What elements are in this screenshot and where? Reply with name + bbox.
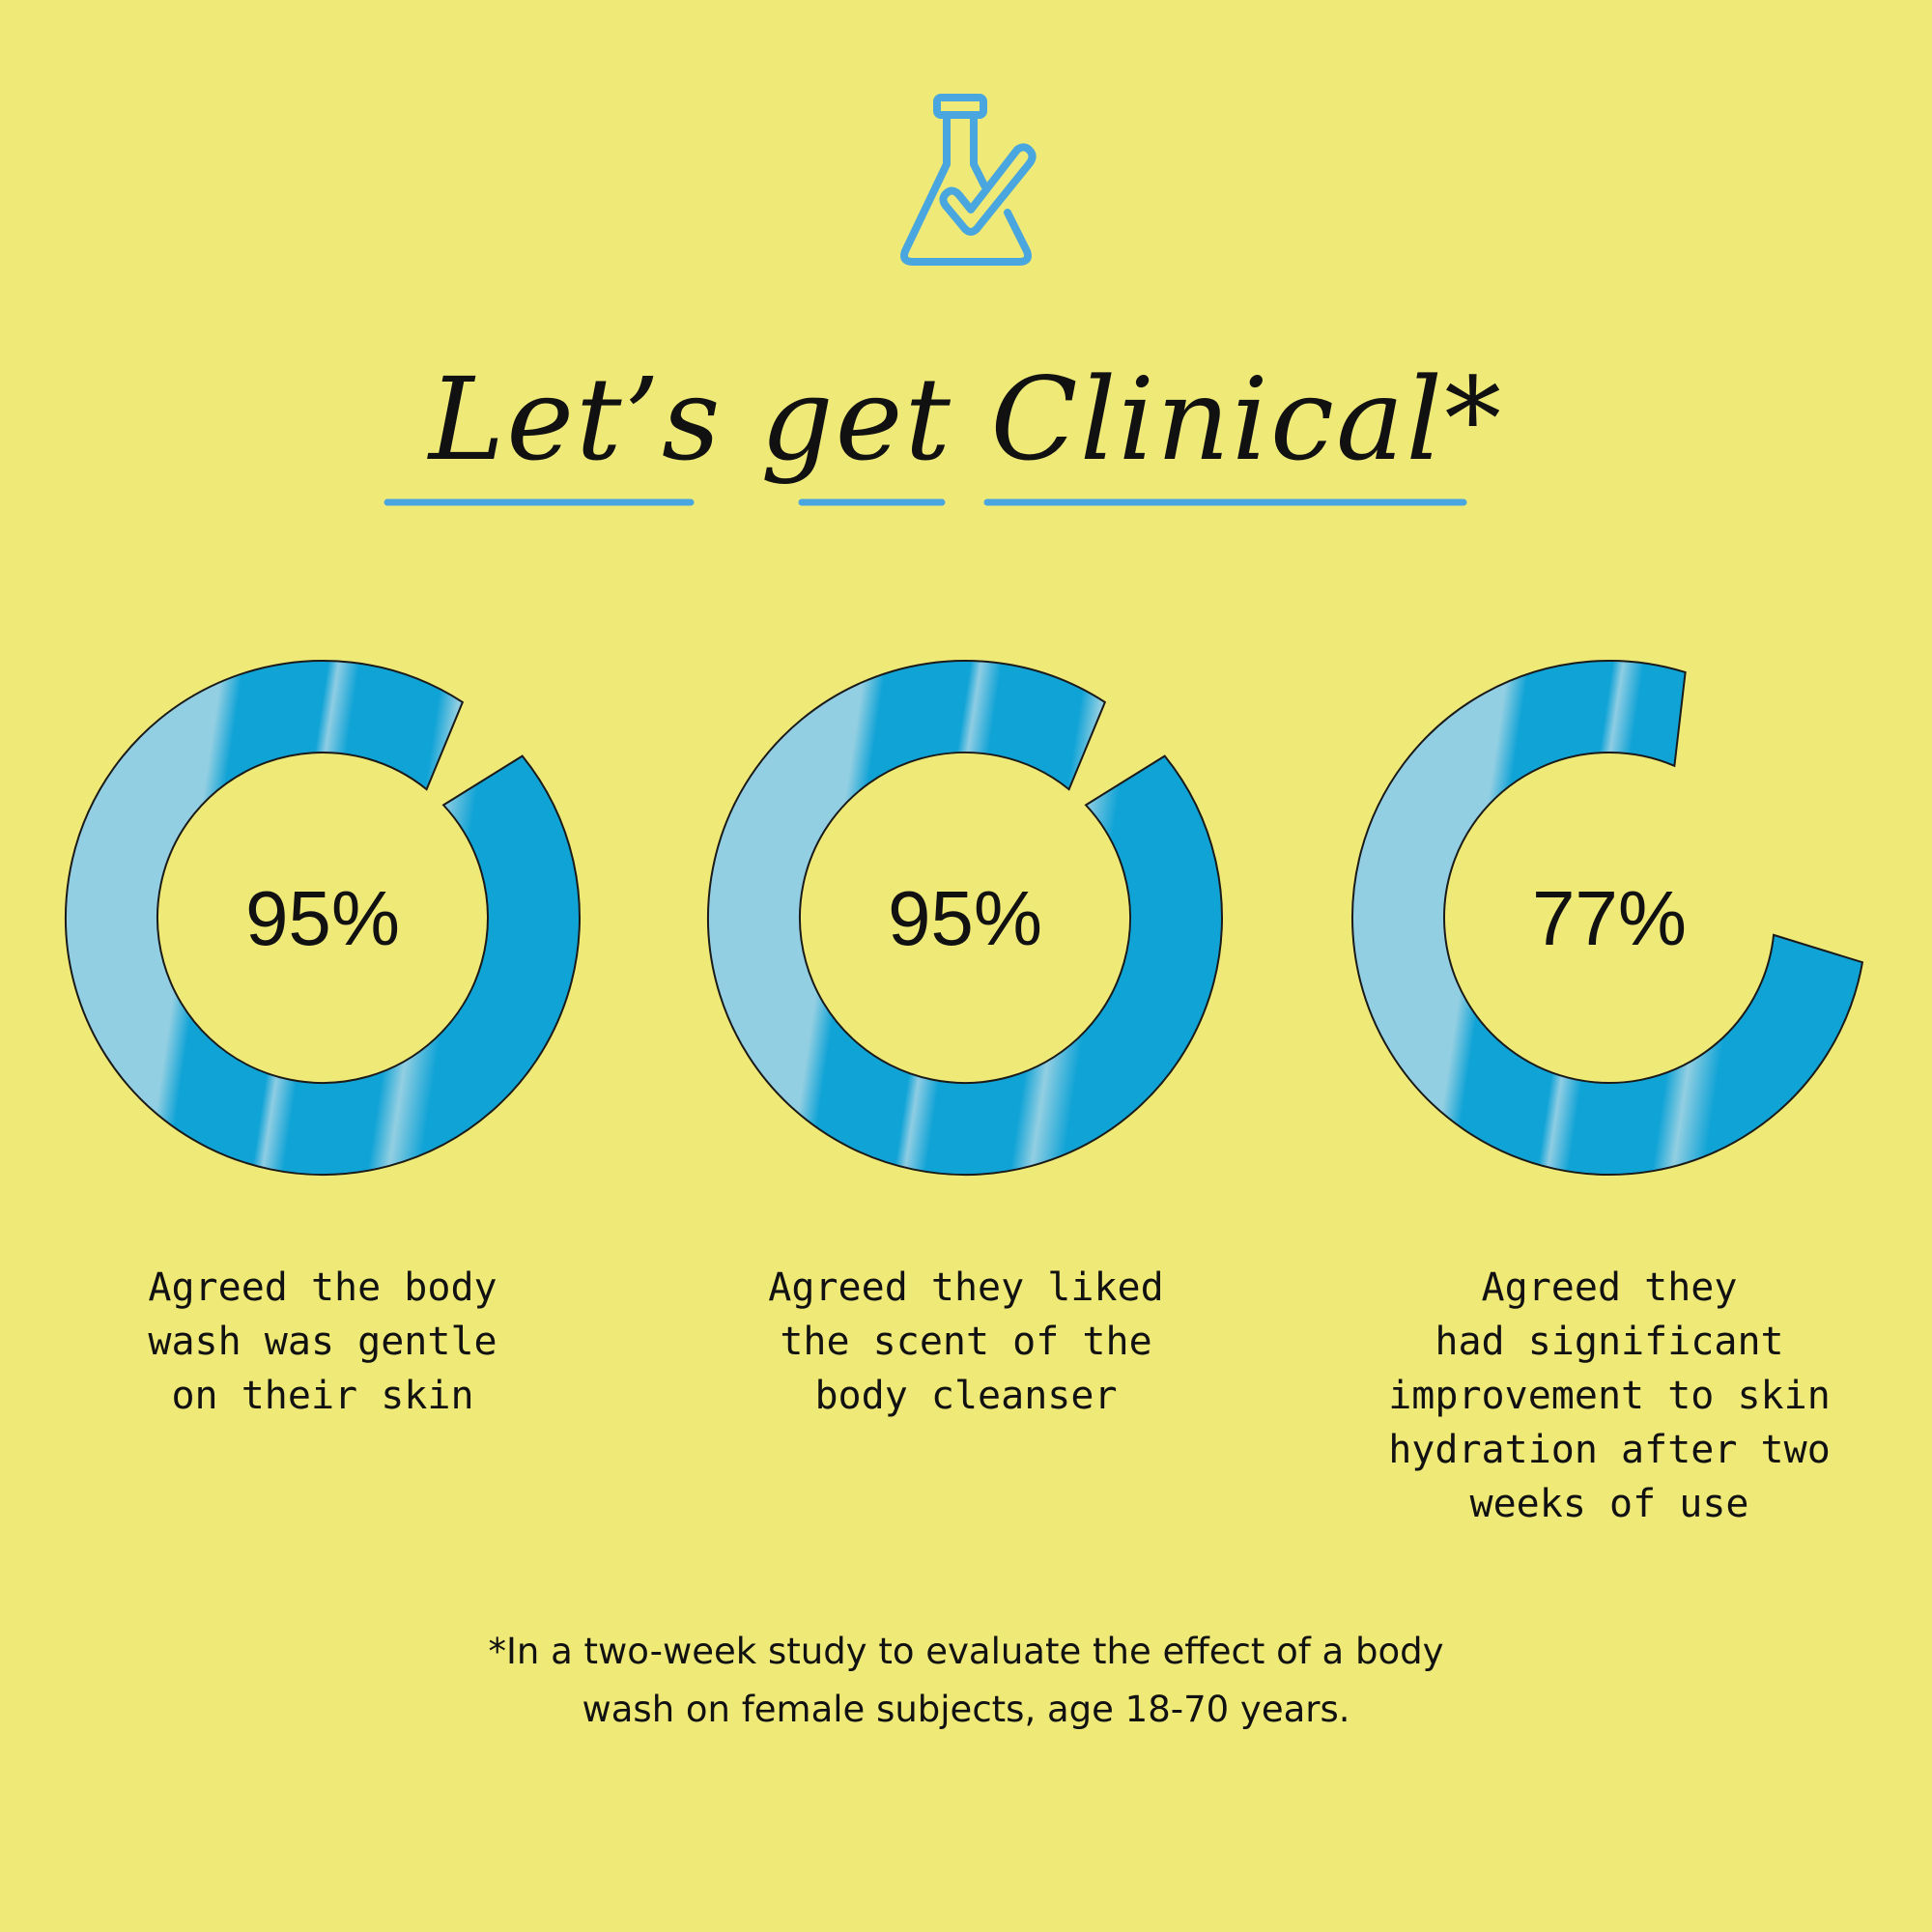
description: Agreed they had significant improvement to…: [1310, 1261, 1909, 1531]
donut-ring: [65, 660, 581, 1176]
title-word: Let’s: [428, 353, 723, 486]
footnote-line: wash on female subjects, age 18-70 years…: [582, 1689, 1350, 1730]
description-line: improvement to skin: [1388, 1374, 1831, 1418]
donut-charts: 95% 95% 77%: [65, 660, 1864, 1176]
page-title: Let’s get Clinical*: [0, 353, 1932, 486]
description: Agreed they liked the scent of the body cl…: [667, 1261, 1265, 1423]
title-underlines: [384, 498, 1467, 506]
percent-label: 77%: [1532, 875, 1687, 961]
flask-check-icon: [900, 94, 1037, 266]
description-line: body cleanser: [814, 1374, 1118, 1418]
donut-ring: [1351, 660, 1864, 1176]
percent-label: 95%: [245, 875, 400, 961]
description-line: weeks of use: [1469, 1482, 1749, 1526]
footnote-line: *In a two-week study to evaluate the eff…: [488, 1631, 1444, 1672]
description: Agreed the body wash was gentle on their s…: [23, 1261, 622, 1423]
description-line: on their skin: [171, 1374, 474, 1418]
description-line: Agreed the body: [148, 1265, 497, 1310]
description-line: Agreed they liked: [768, 1265, 1164, 1310]
title-word: Clinical*: [990, 353, 1504, 486]
title-word: get: [760, 353, 952, 486]
footnote: *In a two-week study to evaluate the eff…: [0, 1623, 1932, 1739]
description-line: the scent of the: [780, 1320, 1152, 1364]
description-line: Agreed they: [1481, 1265, 1738, 1310]
donut-ring: [707, 660, 1223, 1176]
percent-label: 95%: [888, 875, 1042, 961]
description-line: hydration after two: [1388, 1428, 1831, 1472]
description-line: wash was gentle: [148, 1320, 497, 1364]
description-line: had significant: [1435, 1320, 1784, 1364]
